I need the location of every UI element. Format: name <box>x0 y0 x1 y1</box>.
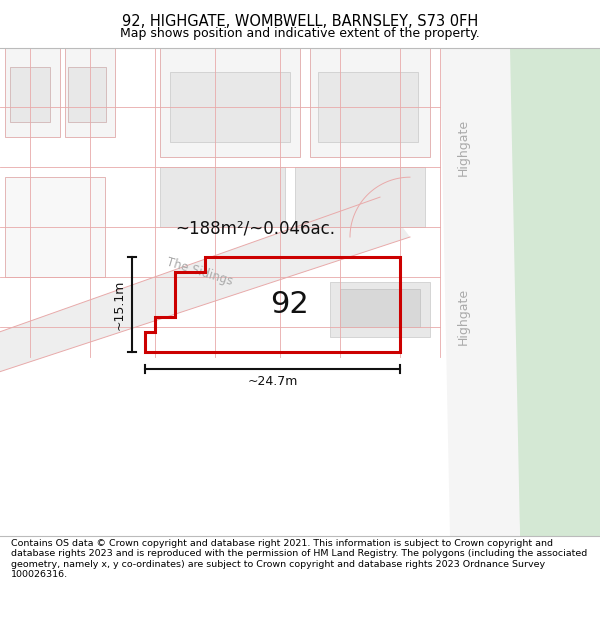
Text: ~24.7m: ~24.7m <box>247 374 298 388</box>
Bar <box>10 68 50 122</box>
Text: ~188m²/~0.046ac.: ~188m²/~0.046ac. <box>175 219 335 237</box>
Bar <box>310 48 430 158</box>
Text: Map shows position and indicative extent of the property.: Map shows position and indicative extent… <box>120 27 480 40</box>
Text: ~15.1m: ~15.1m <box>113 279 126 329</box>
Bar <box>65 48 115 138</box>
Polygon shape <box>440 48 520 536</box>
Bar <box>68 68 106 122</box>
Bar <box>160 48 300 158</box>
Bar <box>318 72 418 142</box>
Polygon shape <box>0 197 410 372</box>
Bar <box>330 282 430 337</box>
Text: Highgate: Highgate <box>457 119 470 176</box>
Bar <box>160 168 285 227</box>
Text: 92, HIGHGATE, WOMBWELL, BARNSLEY, S73 0FH: 92, HIGHGATE, WOMBWELL, BARNSLEY, S73 0F… <box>122 14 478 29</box>
Bar <box>5 48 60 138</box>
Bar <box>5 177 105 277</box>
Polygon shape <box>490 48 600 536</box>
Text: The Sidings: The Sidings <box>166 256 235 288</box>
Text: Contains OS data © Crown copyright and database right 2021. This information is : Contains OS data © Crown copyright and d… <box>11 539 587 579</box>
Bar <box>340 289 420 327</box>
Text: Highgate: Highgate <box>457 288 470 346</box>
Bar <box>170 72 290 142</box>
Text: 92: 92 <box>271 291 310 319</box>
Bar <box>295 168 425 227</box>
